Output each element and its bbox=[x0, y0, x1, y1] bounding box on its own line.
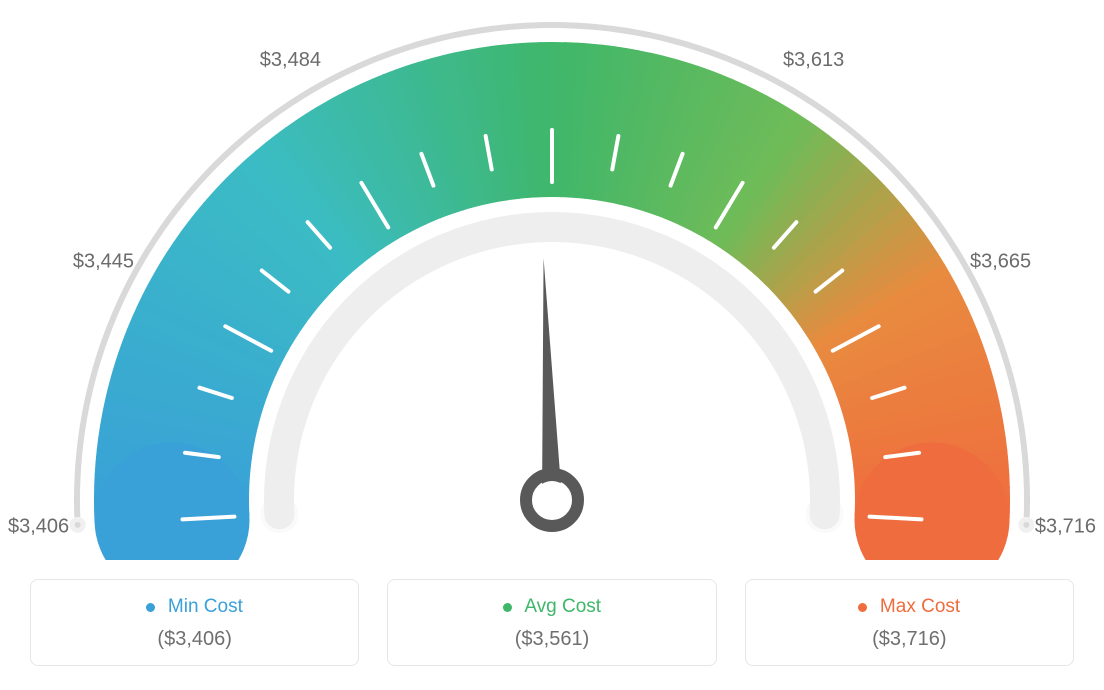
min-cost-title-row: Min Cost bbox=[41, 596, 348, 618]
max-cost-title-row: Max Cost bbox=[756, 596, 1063, 618]
gauge-area: $3,406$3,445$3,484$3,561$3,613$3,665$3,7… bbox=[0, 0, 1104, 560]
min-cost-card: Min Cost ($3,406) bbox=[30, 579, 359, 666]
avg-dot-icon bbox=[503, 603, 512, 612]
gauge-tick-label: $3,484 bbox=[260, 48, 321, 71]
gauge-tick-label: $3,445 bbox=[73, 250, 134, 273]
avg-cost-title-row: Avg Cost bbox=[398, 596, 705, 618]
max-cost-card: Max Cost ($3,716) bbox=[745, 579, 1074, 666]
min-cost-value: ($3,406) bbox=[41, 628, 348, 651]
avg-cost-title: Avg Cost bbox=[524, 596, 601, 617]
gauge-tick-label: $3,406 bbox=[8, 515, 69, 538]
max-dot-icon bbox=[858, 603, 867, 612]
gauge-tick-label: $3,716 bbox=[1035, 515, 1096, 538]
gauge-svg bbox=[0, 0, 1104, 560]
gauge-tick-label: $3,665 bbox=[970, 250, 1031, 273]
avg-cost-card: Avg Cost ($3,561) bbox=[387, 579, 716, 666]
summary-cards: Min Cost ($3,406) Avg Cost ($3,561) Max … bbox=[30, 579, 1074, 666]
max-cost-title: Max Cost bbox=[880, 596, 960, 617]
min-dot-icon bbox=[146, 603, 155, 612]
gauge-tick-label: $3,613 bbox=[783, 48, 844, 71]
min-cost-title: Min Cost bbox=[168, 596, 243, 617]
max-cost-value: ($3,716) bbox=[756, 628, 1063, 651]
cost-gauge-chart: $3,406$3,445$3,484$3,561$3,613$3,665$3,7… bbox=[0, 0, 1104, 690]
avg-cost-value: ($3,561) bbox=[398, 628, 705, 651]
